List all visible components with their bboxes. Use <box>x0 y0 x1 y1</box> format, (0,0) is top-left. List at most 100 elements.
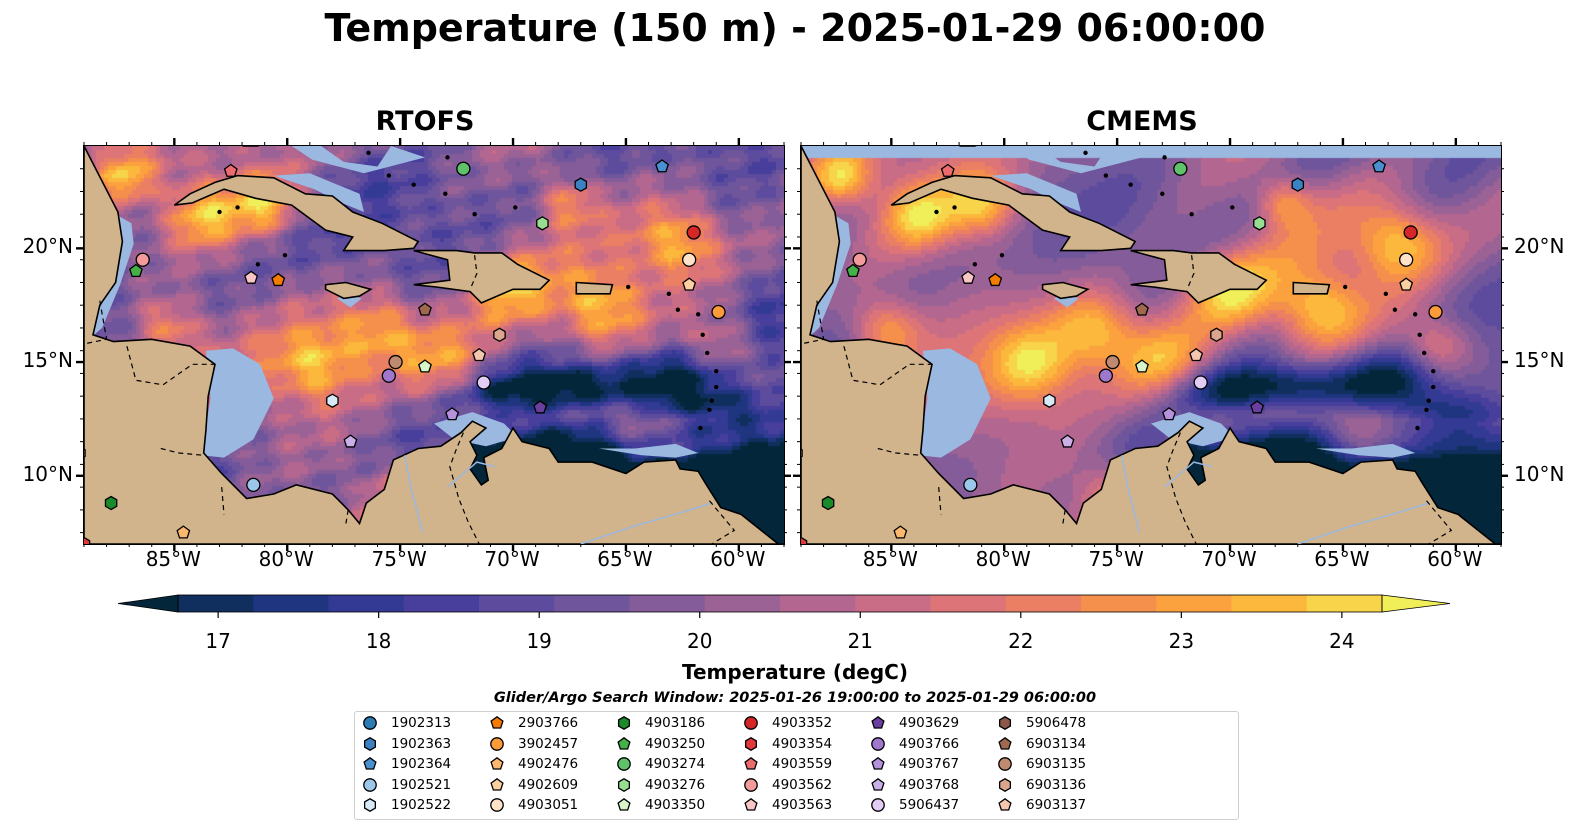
lon-tick-label: 70°W <box>484 547 540 571</box>
legend-marker-pentagon-icon <box>998 798 1012 812</box>
float-marker-4903559 <box>223 163 238 177</box>
legend-marker-pentagon-icon <box>617 798 631 812</box>
legend-label: 4903563 <box>772 797 833 814</box>
lat-tick-label: 20°N <box>22 234 73 259</box>
land-puertorico <box>575 281 614 295</box>
colorbar-tick-label: 21 <box>847 629 873 653</box>
float-marker-2903766 <box>271 272 286 287</box>
colorbar-extend-max <box>1381 594 1451 613</box>
legend-marker-pentagon-icon <box>871 757 885 770</box>
legend-item: 4903274 <box>615 754 705 774</box>
figure-title: Temperature (150 m) - 2025-01-29 06:00:0… <box>324 6 1266 50</box>
float-marker-1902364 <box>1372 159 1387 173</box>
legend-marker <box>871 777 885 791</box>
country-border <box>84 300 108 345</box>
float-marker-6903134 <box>418 302 432 316</box>
colorbar-segment <box>855 595 932 612</box>
legend-item: 4903562 <box>742 775 832 795</box>
legend-label: 4903350 <box>645 797 706 814</box>
legend-marker <box>871 798 885 813</box>
legend-label: 4903559 <box>772 756 833 773</box>
small-island <box>217 209 222 215</box>
legend-item: 4903766 <box>869 734 959 754</box>
float-marker-4903766 <box>381 368 396 383</box>
small-island <box>366 150 371 156</box>
legend-marker-pentagon-icon <box>871 777 885 791</box>
legend-marker <box>998 798 1012 812</box>
legend-marker-circle-icon <box>490 736 504 751</box>
lon-tick-label: 80°W <box>975 547 1031 571</box>
small-island <box>1424 407 1429 413</box>
small-island <box>709 398 714 403</box>
country-border <box>1062 509 1066 524</box>
small-island <box>1392 307 1398 312</box>
lon-tick-label: 60°W <box>710 547 766 571</box>
legend-item: 6903137 <box>996 795 1086 815</box>
lat-tick-label: 15°N <box>1514 348 1565 373</box>
legend-label: 4902609 <box>518 776 579 793</box>
search-window-caption: Glider/Argo Search Window: 2025-01-26 19… <box>493 690 1097 706</box>
float-marker-4903767 <box>445 407 460 421</box>
legend-marker-hexagon-icon <box>363 798 377 813</box>
country-border <box>160 447 204 456</box>
legend-label: 1902313 <box>391 715 452 731</box>
legend-item: 3902457 <box>488 734 578 754</box>
legend-marker <box>744 757 758 770</box>
small-island <box>1415 425 1420 431</box>
colorbar-segment <box>930 595 1007 612</box>
legend-marker <box>617 777 631 792</box>
small-island <box>411 182 416 187</box>
axis-ticks <box>793 138 1508 551</box>
float-marker-4903352 <box>686 225 701 240</box>
small-island <box>1162 155 1167 160</box>
float-marker-4903629 <box>1250 400 1265 414</box>
small-island <box>675 307 681 312</box>
legend-label: 2903766 <box>518 715 579 731</box>
river <box>1120 455 1141 533</box>
float-marker-4903562 <box>852 252 867 267</box>
legend-marker <box>490 757 504 770</box>
legend-marker <box>363 777 377 792</box>
country-border <box>709 500 736 544</box>
legend-marker <box>998 757 1012 772</box>
small-island <box>513 205 518 210</box>
legend-marker-circle-icon <box>998 757 1012 772</box>
float-marker-4903354 <box>801 536 808 544</box>
map-overlay <box>801 146 1501 544</box>
shelf-area <box>598 443 699 458</box>
float-marker-4903250 <box>128 263 143 277</box>
legend-label: 4903352 <box>772 715 833 731</box>
lat-tick-label: 20°N <box>1514 234 1565 259</box>
legend-label: 3902457 <box>518 735 579 752</box>
legend-marker-pentagon-icon <box>744 757 758 770</box>
small-island <box>1103 173 1109 178</box>
float-marker-5906478 <box>84 448 86 458</box>
legend-item: 4903276 <box>615 775 705 795</box>
float-marker-5906478 <box>801 448 803 458</box>
small-island <box>698 425 703 431</box>
colorbar-tick-label: 24 <box>1329 629 1355 653</box>
legend-item: 5906437 <box>869 795 959 815</box>
legend-marker <box>617 736 631 750</box>
legend-label: 6903135 <box>1026 756 1087 773</box>
colorbar-segment <box>253 595 330 612</box>
shelf-area <box>1315 443 1416 458</box>
legend-marker <box>871 715 885 729</box>
legend-label: 4902476 <box>518 756 579 773</box>
small-island <box>282 252 288 258</box>
legend-item: 4903563 <box>742 795 832 815</box>
legend-marker <box>744 736 758 751</box>
legend-marker <box>998 736 1012 750</box>
river <box>447 461 496 488</box>
legend-label: 1902364 <box>391 756 452 773</box>
small-island <box>1160 191 1165 196</box>
legend-marker-pentagon-icon <box>617 736 631 750</box>
colorbar-segment <box>1081 595 1157 612</box>
float-marker-4903563 <box>961 270 976 284</box>
colorbar-segment <box>1231 595 1308 612</box>
lat-tick-label: 10°N <box>1514 461 1565 486</box>
panel-title-rtofs: RTOFS <box>375 106 475 137</box>
shelf-area <box>1008 146 1142 174</box>
legend-marker <box>617 716 631 730</box>
colorbar-segment <box>780 595 856 612</box>
